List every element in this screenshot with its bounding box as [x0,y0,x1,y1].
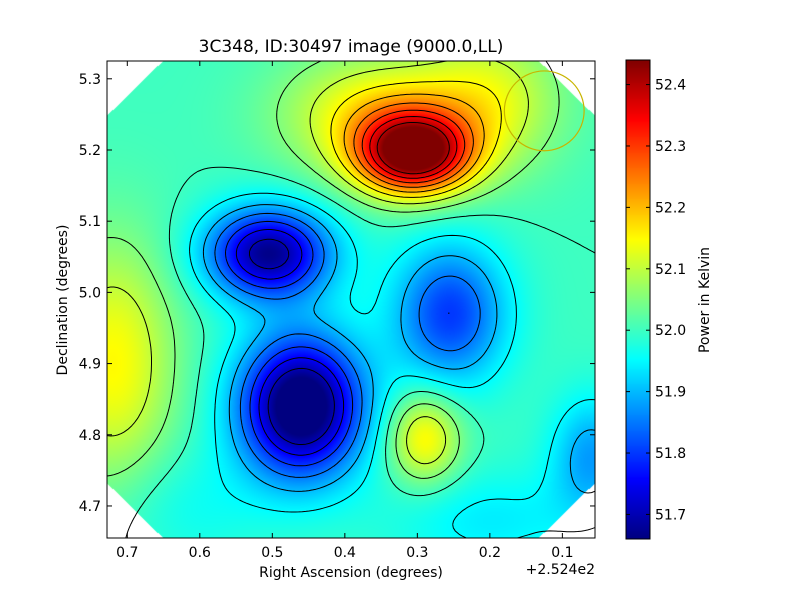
contour-line [376,122,450,175]
contour-line [249,238,335,445]
chart-title: 3C348, ID:30497 image (9000.0,LL) [199,37,504,57]
y-axis-label: Declination (degrees) [55,225,71,376]
colorbar-tick-label: 52.0 [655,323,686,339]
y-tick-label: 5.2 [79,143,101,159]
y-tick-label: 4.7 [79,499,101,515]
colorbar-tick-label: 51.7 [655,507,686,523]
contour-line [189,192,595,538]
x-tick-label: 0.6 [189,545,211,561]
x-tick-label: 0.2 [479,545,501,561]
contour-line [343,93,485,193]
contour-line [107,61,529,465]
beam-marker [503,70,585,152]
contour-line [202,204,595,494]
y-tick-label: 5.0 [79,285,101,301]
y-tick-label: 4.8 [79,428,101,444]
x-tick-label: 0.7 [116,545,138,561]
colorbar-tick-label: 52.3 [655,139,686,155]
contour-line [330,80,502,198]
x-tick-label: 0.4 [334,545,356,561]
contour-line [235,229,345,456]
colorbar-tick-label: 52.2 [655,200,686,216]
colorbar-tick-label: 51.9 [655,385,686,401]
x-axis-offset-label: +2.524e2 [526,562,595,578]
x-axis-ticks: 0.7 0.6 0.5 0.4 0.3 0.2 0.1 [116,61,574,561]
colorbar-tick-label: 51.8 [655,446,686,462]
y-tick-label: 5.3 [79,72,101,88]
heatmap-image [107,61,595,538]
colorbar-ticks: 51.7 51.8 51.9 52.0 52.1 52.2 52.3 52.4 [626,78,686,523]
contour-line [214,212,481,478]
contour-line [353,102,474,188]
x-tick-label: 0.5 [261,545,283,561]
contour-line [361,109,466,184]
x-axis-label: Right Ascension (degrees) [259,565,443,581]
x-tick-label: 0.3 [406,545,428,561]
colorbar-gradient [626,60,650,539]
contour-line [369,116,458,179]
colorbar-tick-label: 52.1 [655,262,686,278]
contour-line [225,220,450,467]
plot-area [107,61,595,538]
colorbar-frame [625,59,651,540]
plot-frame [106,60,596,539]
y-tick-label: 5.1 [79,214,101,230]
colorbar-tick-label: 52.4 [655,78,686,94]
y-tick-label: 4.9 [79,357,101,373]
contour-line [125,166,595,538]
contour-lines [107,61,595,538]
y-axis-ticks: 4.7 4.8 4.9 5.0 5.1 5.2 5.3 [79,72,595,515]
contour-line [107,61,560,479]
colorbar-label: Power in Kelvin [697,247,713,353]
colorbar: 51.7 51.8 51.9 52.0 52.1 52.2 52.3 52.4 Power i… [625,59,713,540]
x-tick-label: 0.1 [551,545,573,561]
